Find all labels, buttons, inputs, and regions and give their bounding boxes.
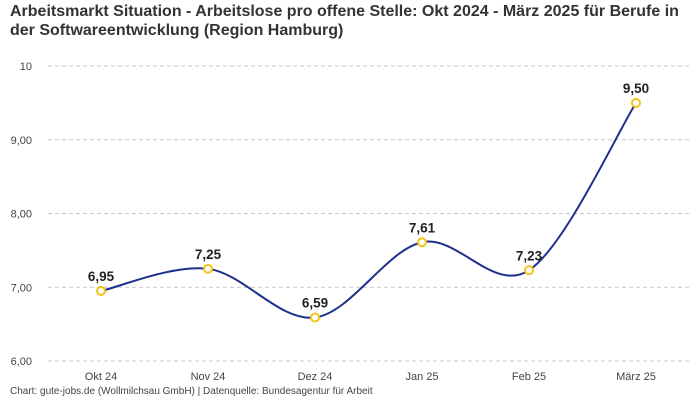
data-point xyxy=(631,97,641,108)
data-label: 7,61 xyxy=(409,220,436,235)
y-tick-label: 8,00 xyxy=(11,209,32,221)
x-tick-label: Okt 24 xyxy=(85,371,117,383)
x-axis-ticks: Okt 24 Nov 24 Dez 24 Jan 25 Feb 25 März 25 xyxy=(85,371,656,383)
data-label: 6,59 xyxy=(302,295,328,310)
x-tick-label: März 25 xyxy=(616,371,656,383)
data-label: 7,25 xyxy=(195,247,222,262)
data-point xyxy=(96,285,106,296)
series-line xyxy=(100,102,637,319)
y-tick-label: 6,00 xyxy=(11,356,32,368)
y-tick-label: 10 xyxy=(20,61,32,73)
chart-title: Arbeitsmarkt Situation - Arbeitslose pro… xyxy=(10,3,679,39)
data-markers xyxy=(96,97,641,323)
x-tick-label: Nov 24 xyxy=(191,371,226,383)
data-label: 9,50 xyxy=(623,81,649,96)
data-labels: 6,95 7,25 6,59 7,61 7,23 9,50 xyxy=(88,81,649,311)
gridlines xyxy=(48,65,690,362)
y-axis-ticks: 6,00 7,00 8,00 9,00 10 xyxy=(11,61,32,368)
y-tick-label: 7,00 xyxy=(11,282,32,294)
data-point xyxy=(203,263,213,274)
data-point xyxy=(524,265,534,276)
data-label: 7,23 xyxy=(516,248,543,263)
data-point xyxy=(417,237,427,248)
y-tick-label: 9,00 xyxy=(11,135,32,147)
data-point xyxy=(310,312,320,323)
x-tick-label: Jan 25 xyxy=(405,371,438,383)
chart-footer: Chart: gute-jobs.de (Wollmilchsau GmbH) … xyxy=(10,386,373,397)
x-tick-label: Feb 25 xyxy=(512,371,546,383)
data-label: 6,95 xyxy=(88,269,115,284)
x-tick-label: Dez 24 xyxy=(298,371,333,383)
